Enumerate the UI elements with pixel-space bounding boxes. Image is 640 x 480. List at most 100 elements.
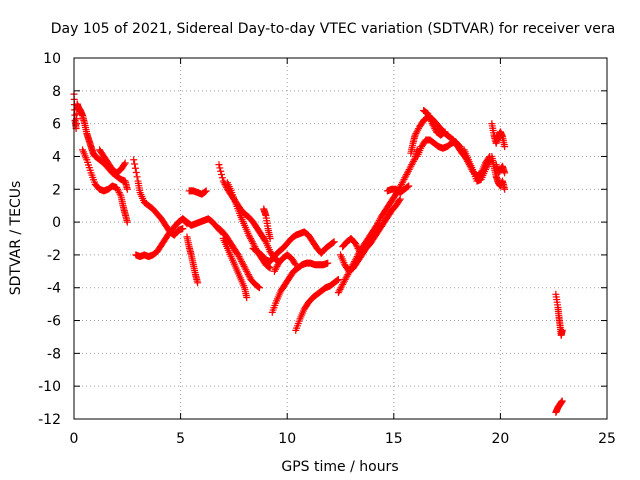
data-point bbox=[333, 277, 341, 285]
data-point bbox=[403, 169, 411, 177]
data-point bbox=[404, 167, 412, 175]
y-tick-label: 2 bbox=[52, 182, 61, 198]
data-point bbox=[245, 272, 253, 280]
x-tick-label: 15 bbox=[385, 431, 403, 447]
data-point bbox=[329, 238, 337, 246]
data-point bbox=[179, 225, 187, 233]
data-point bbox=[121, 159, 129, 167]
x-tick-label: 25 bbox=[598, 431, 616, 447]
data-point bbox=[407, 162, 415, 170]
data-point bbox=[405, 182, 413, 190]
data-point bbox=[428, 120, 436, 128]
y-tick-label: 4 bbox=[52, 149, 61, 165]
data-point bbox=[405, 166, 413, 174]
y-tick-label: 8 bbox=[52, 84, 61, 100]
data-point bbox=[456, 143, 464, 151]
data-point bbox=[133, 173, 141, 181]
data-point bbox=[356, 248, 364, 256]
x-axis-title: GPS time / hours bbox=[281, 459, 398, 475]
data-points bbox=[70, 90, 566, 416]
data-point bbox=[264, 263, 272, 271]
data-point bbox=[351, 239, 359, 247]
data-point bbox=[413, 128, 421, 136]
data-point bbox=[483, 162, 491, 170]
data-point bbox=[439, 129, 447, 137]
data-point bbox=[131, 160, 139, 168]
data-point bbox=[338, 282, 346, 290]
data-point bbox=[114, 187, 122, 195]
data-point bbox=[355, 246, 363, 254]
data-point bbox=[254, 282, 262, 290]
data-point bbox=[334, 276, 342, 284]
plot-frame bbox=[73, 57, 608, 420]
data-point bbox=[247, 235, 255, 242]
y-tick-label: 0 bbox=[52, 215, 61, 231]
data-point bbox=[440, 128, 448, 136]
x-tick-label: 10 bbox=[278, 431, 296, 447]
data-point bbox=[123, 218, 131, 226]
data-point bbox=[131, 164, 139, 172]
data-point bbox=[400, 175, 408, 183]
y-tick-labels: -12 -10 -8 -6 -4 -2 0 2 4 6 8 10 bbox=[38, 51, 61, 428]
data-point bbox=[244, 269, 252, 277]
data-point bbox=[246, 233, 254, 241]
data-point bbox=[241, 264, 249, 272]
data-point bbox=[482, 164, 490, 172]
y-tick-label: -12 bbox=[38, 412, 61, 428]
data-point bbox=[272, 264, 280, 272]
data-point bbox=[558, 397, 566, 405]
data-point bbox=[328, 239, 336, 247]
data-point bbox=[397, 180, 405, 188]
data-point bbox=[235, 253, 243, 261]
data-point bbox=[375, 216, 383, 224]
data-point bbox=[395, 196, 403, 204]
data-point bbox=[202, 187, 210, 195]
data-point bbox=[343, 272, 351, 280]
data-point bbox=[266, 235, 274, 242]
data-point bbox=[404, 183, 412, 191]
data-point bbox=[194, 279, 202, 287]
data-point bbox=[115, 189, 123, 197]
data-point bbox=[403, 183, 411, 191]
data-point bbox=[248, 238, 256, 246]
data-point bbox=[330, 238, 338, 246]
data-point bbox=[501, 143, 509, 151]
data-point bbox=[501, 185, 509, 193]
data-point bbox=[291, 259, 299, 267]
y-tick-label: -2 bbox=[47, 248, 61, 264]
data-point bbox=[485, 159, 493, 167]
data-point bbox=[273, 262, 281, 270]
data-point bbox=[132, 169, 140, 177]
data-point bbox=[353, 243, 361, 251]
data-point bbox=[376, 215, 384, 223]
data-point bbox=[409, 157, 417, 165]
chart-title: Day 105 of 2021, Sidereal Day-to-day VTE… bbox=[51, 21, 615, 37]
data-point bbox=[200, 188, 208, 196]
data-point bbox=[216, 164, 224, 172]
data-point bbox=[218, 171, 226, 179]
y-tick-label: -6 bbox=[47, 314, 61, 330]
data-point bbox=[243, 267, 251, 275]
data-point bbox=[120, 160, 128, 168]
data-point bbox=[399, 177, 407, 185]
grid-lines bbox=[73, 57, 608, 420]
data-point bbox=[342, 274, 350, 282]
data-point bbox=[324, 259, 332, 267]
data-point bbox=[441, 128, 449, 136]
data-point bbox=[261, 236, 269, 244]
data-point bbox=[402, 172, 410, 180]
data-point bbox=[255, 284, 263, 292]
data-point bbox=[406, 164, 414, 172]
data-point bbox=[236, 254, 244, 262]
data-point bbox=[201, 188, 209, 196]
data-point bbox=[238, 257, 246, 265]
data-point bbox=[558, 326, 566, 334]
data-point bbox=[245, 231, 253, 239]
data-point bbox=[339, 280, 347, 288]
y-tick-label: 6 bbox=[52, 117, 61, 133]
data-point bbox=[271, 266, 279, 274]
y-tick-label: -4 bbox=[47, 281, 61, 297]
data-point bbox=[240, 262, 248, 270]
y-tick-label: -10 bbox=[38, 379, 61, 395]
data-point bbox=[247, 236, 255, 244]
